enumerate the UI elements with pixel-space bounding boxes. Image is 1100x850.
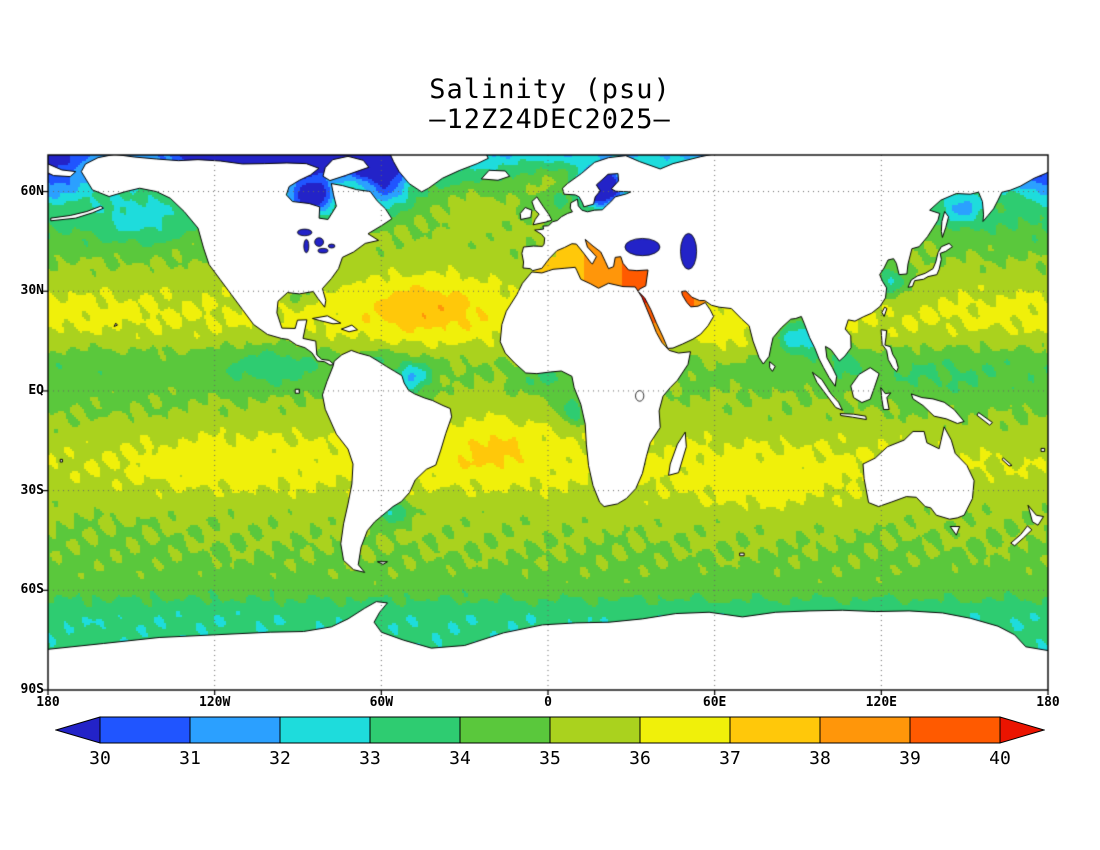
colorbar: 30 31 32 33 34 35 36 37 38 39 40	[55, 716, 1045, 774]
colorbar-tick-label: 31	[179, 748, 201, 769]
lat-axis-label: 60S	[20, 582, 44, 598]
colorbar-arrow-left	[55, 716, 101, 744]
lon-axis-label: 180	[36, 695, 60, 710]
colorbar-cell	[189, 716, 281, 744]
lat-axis-label: 30N	[20, 283, 44, 299]
colorbar-tick-label: 36	[629, 748, 651, 769]
lon-axis-label: 120E	[865, 695, 897, 710]
colorbar-tick-label: 39	[899, 748, 921, 769]
lon-axis-label: 60W	[369, 695, 394, 710]
colorbar-scale	[55, 716, 1045, 744]
colorbar-tick-label: 37	[719, 748, 741, 769]
lon-axis-label: 180	[1036, 695, 1060, 710]
colorbar-tick-label: 30	[89, 748, 111, 769]
colorbar-cell	[639, 716, 731, 744]
lat-axis-label: 90S	[20, 682, 44, 697]
lat-axis-label: 60N	[20, 183, 44, 199]
world-salinity-map-canvas	[43, 150, 1053, 695]
colorbar-cell	[819, 716, 911, 744]
colorbar-cell	[99, 716, 191, 744]
lat-axis-label: 30S	[20, 482, 44, 498]
colorbar-tick-label: 40	[989, 748, 1011, 769]
colorbar-cell	[459, 716, 551, 744]
lon-axis-label: 120W	[199, 695, 231, 710]
colorbar-cell	[909, 716, 1001, 744]
colorbar-tick-label: 33	[359, 748, 381, 769]
colorbar-cell	[279, 716, 371, 744]
lat-axis-label: EQ	[28, 382, 44, 398]
colorbar-cell	[729, 716, 821, 744]
colorbar-tick-label: 34	[449, 748, 471, 769]
colorbar-tick-label: 35	[539, 748, 561, 769]
plot-title: Salinity (psu)	[429, 74, 671, 105]
colorbar-arrow-right	[999, 716, 1045, 744]
colorbar-tick-label: 32	[269, 748, 291, 769]
lon-axis-label: 60E	[702, 695, 727, 710]
lon-axis-label: 0	[544, 695, 552, 710]
colorbar-tick-label: 38	[809, 748, 831, 769]
plot-subtitle: —12Z24DEC2025—	[429, 104, 671, 135]
colorbar-cell	[549, 716, 641, 744]
colorbar-cell	[369, 716, 461, 744]
